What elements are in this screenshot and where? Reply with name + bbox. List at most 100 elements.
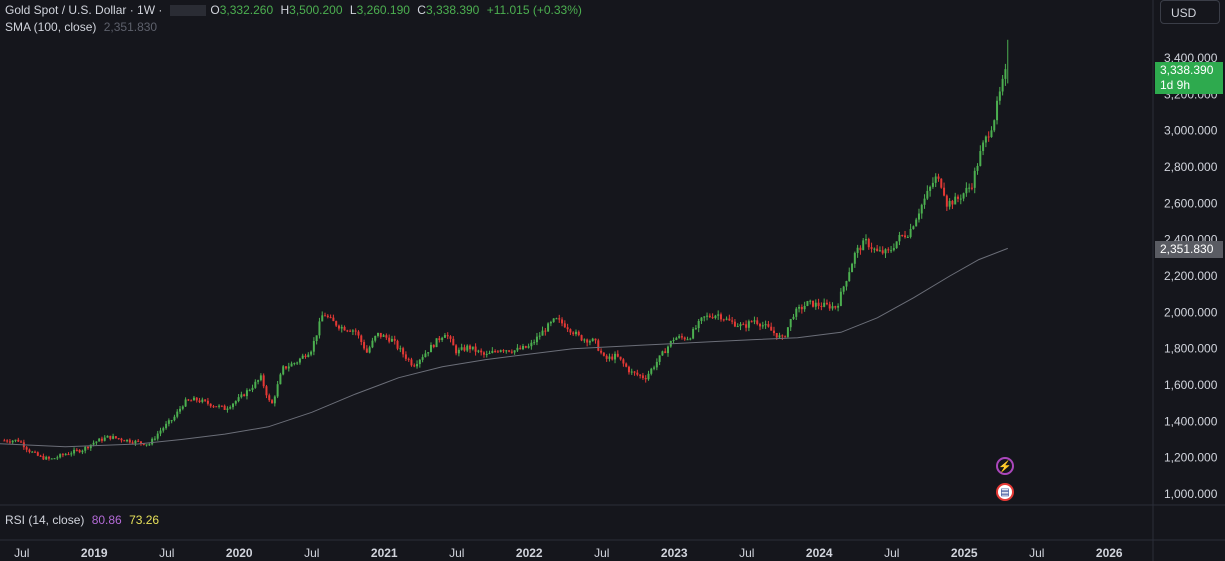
candle-body (282, 366, 285, 375)
candle-body (84, 446, 87, 451)
candle-body (332, 317, 335, 322)
candle-body (851, 263, 854, 273)
sma-label: SMA (100, close) (5, 20, 97, 34)
candle-body (597, 340, 600, 351)
candle-body (594, 338, 597, 341)
low-value: 3,260.190 (356, 3, 410, 17)
candle-body (569, 329, 572, 333)
candle-body (711, 317, 714, 319)
lightning-icon[interactable]: ⚡ (996, 457, 1014, 475)
candle-body (1001, 78, 1004, 92)
candle-body (792, 316, 795, 320)
candle-body (934, 176, 937, 183)
us-flag-icon[interactable]: ▤ (996, 483, 1014, 501)
candle-body (455, 345, 458, 354)
candle-body (588, 341, 591, 343)
candle-body (675, 337, 678, 340)
candle-body (449, 336, 452, 339)
candle-body (349, 330, 352, 332)
time-tick-label: Jul (884, 546, 899, 560)
candle-body (418, 359, 421, 365)
candle-body (28, 449, 31, 452)
candle-body (864, 239, 867, 241)
candle-body (661, 351, 664, 356)
candle-body (842, 286, 845, 292)
candle-body (574, 331, 577, 335)
candle-body (245, 390, 248, 397)
candle-body (708, 315, 711, 318)
candle-body (357, 331, 360, 336)
sma-value: 2,351.830 (103, 20, 158, 34)
candle-body (784, 336, 787, 338)
rsi-legend[interactable]: RSI (14, close) 80.86 73.26 (5, 513, 163, 527)
candle-body (257, 380, 260, 382)
candle-body (962, 193, 965, 199)
candle-body (745, 324, 748, 328)
candle-body (81, 450, 84, 453)
candle-body (672, 339, 675, 341)
candle-body (867, 239, 870, 248)
candle-body (700, 317, 703, 321)
candle-body (162, 428, 165, 431)
time-tick-label: 2019 (81, 546, 108, 560)
time-tick-label: 2020 (226, 546, 253, 560)
candle-body (583, 339, 586, 341)
candle-body (293, 363, 296, 365)
candle-body (413, 365, 416, 367)
candle-body (190, 400, 193, 402)
currency-button[interactable]: USD (1160, 0, 1220, 24)
candle-body (20, 441, 23, 443)
candle-body (890, 250, 893, 252)
candle-body (379, 332, 382, 337)
candle-body (639, 374, 642, 376)
candle-body (650, 368, 653, 374)
candle-body (770, 326, 773, 331)
candle-body (527, 346, 530, 348)
candle-body (608, 356, 611, 359)
candle-body (165, 423, 168, 429)
price-tick-label: 1,400.000 (1164, 414, 1218, 428)
candle-body (683, 337, 686, 340)
candle-body (220, 405, 223, 407)
candle-body (552, 318, 555, 322)
candle-body (622, 359, 625, 364)
sma-line (0, 247, 1008, 448)
time-axis: Jul 2019 Jul 2020 Jul 2021 Jul 2022 Jul 2023 Jul 20… (14, 546, 1123, 560)
candle-body (410, 359, 413, 366)
candle-body (396, 340, 399, 349)
candle-body (153, 438, 156, 440)
redacted-block (170, 5, 207, 17)
candle-body (128, 439, 131, 443)
candle-series (3, 39, 1009, 461)
candle-body (201, 399, 204, 403)
candle-body (488, 352, 491, 354)
candle-body (215, 406, 218, 408)
sma-legend[interactable]: SMA (100, close) 2,351.830 (5, 20, 161, 34)
candle-body (761, 325, 764, 327)
candle-body (993, 120, 996, 131)
candle-body (535, 336, 538, 343)
time-tick-label: Jul (14, 546, 29, 560)
candle-body (471, 346, 474, 350)
candle-body (463, 347, 466, 351)
candle-body (694, 328, 697, 330)
symbol-title[interactable]: Gold Spot / U.S. Dollar · 1W · (5, 3, 163, 17)
candle-body (831, 306, 834, 309)
candle-body (731, 320, 734, 322)
candle-body (667, 346, 670, 354)
candle-body (25, 447, 28, 450)
high-label: H (280, 3, 290, 17)
rsi-value-2: 73.26 (129, 513, 160, 527)
open-value: 3,332.260 (219, 3, 274, 17)
candle-body (722, 319, 725, 321)
candle-body (42, 456, 45, 460)
candle-body (747, 321, 750, 328)
candle-body (53, 458, 56, 460)
candle-body (329, 317, 332, 319)
candle-body (67, 454, 70, 456)
candle-body (377, 332, 380, 336)
candle-body (296, 362, 299, 364)
candle-body (926, 190, 929, 199)
candle-body (996, 100, 999, 121)
